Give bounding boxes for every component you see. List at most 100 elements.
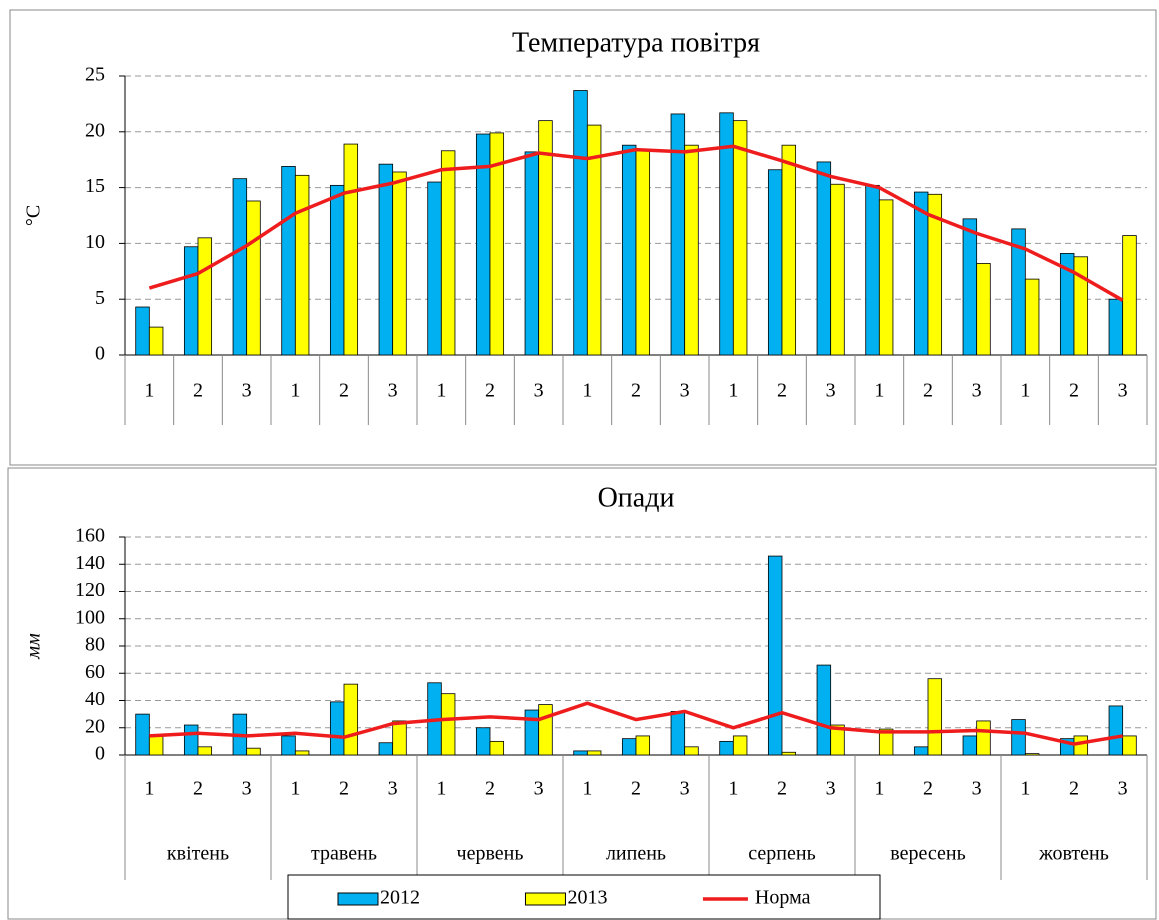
x-tick-label: 1 xyxy=(436,380,446,402)
x-tick-label: 1 xyxy=(144,778,154,800)
y-tick-label: 160 xyxy=(75,525,105,547)
bar xyxy=(378,742,394,756)
bar xyxy=(586,124,602,356)
bar xyxy=(489,740,505,756)
bar xyxy=(962,218,978,356)
bar xyxy=(1073,256,1089,356)
x-tick-label: 2 xyxy=(923,778,933,800)
bar xyxy=(635,735,651,756)
bar xyxy=(197,746,213,756)
y-tick-label: 25 xyxy=(85,64,105,86)
x-tick-label: 1 xyxy=(144,380,154,402)
group-label: вересень xyxy=(890,843,965,865)
bar xyxy=(427,181,442,356)
x-tick-label: 2 xyxy=(631,380,641,402)
y-tick-label: 20 xyxy=(85,715,105,737)
y-tick-label: 0 xyxy=(95,343,105,365)
bar xyxy=(524,709,540,756)
bar xyxy=(878,728,894,756)
bar xyxy=(1024,278,1040,356)
bar xyxy=(1024,753,1040,756)
bar xyxy=(392,171,407,356)
x-tick-label: 2 xyxy=(193,778,203,800)
y-tick-label: 20 xyxy=(85,119,105,141)
bar xyxy=(684,144,699,356)
bar xyxy=(489,132,505,356)
y-tick-label: 5 xyxy=(95,287,105,309)
x-tick-label: 3 xyxy=(972,380,982,402)
bar xyxy=(281,165,296,356)
x-tick-label: 1 xyxy=(874,778,884,800)
x-tick-label: 2 xyxy=(1069,778,1079,800)
bar xyxy=(148,735,164,756)
group-label: травень xyxy=(311,843,377,865)
y-tick-label: 100 xyxy=(75,606,105,628)
x-tick-label: 3 xyxy=(388,380,398,402)
bar xyxy=(976,263,991,356)
bar xyxy=(1108,705,1124,756)
x-tick-label: 3 xyxy=(826,380,836,402)
bar xyxy=(732,735,748,756)
x-tick-label: 2 xyxy=(485,380,495,402)
bar xyxy=(135,713,150,756)
y-tick-label: 0 xyxy=(95,743,105,765)
bar xyxy=(246,747,261,756)
bar xyxy=(148,326,164,356)
bar xyxy=(830,183,845,356)
x-tick-label: 1 xyxy=(1020,380,1030,402)
y-tick-label: 10 xyxy=(85,231,105,253)
bar xyxy=(962,735,978,756)
legend-label: Норма xyxy=(755,887,811,909)
bar xyxy=(621,144,637,356)
bar xyxy=(343,143,359,356)
x-tick-label: 3 xyxy=(242,380,252,402)
x-tick-label: 1 xyxy=(728,778,738,800)
chart-title: Температура повітря xyxy=(512,27,760,58)
bar xyxy=(135,306,150,356)
bar xyxy=(635,149,651,356)
line xyxy=(149,701,1123,746)
x-tick-label: 1 xyxy=(582,778,592,800)
bar xyxy=(732,120,748,356)
bar xyxy=(183,246,199,356)
x-tick-label: 3 xyxy=(534,778,544,800)
bar xyxy=(343,683,359,756)
bar xyxy=(767,555,783,756)
bar xyxy=(913,746,929,756)
x-tick-label: 1 xyxy=(728,380,738,402)
bar xyxy=(816,664,832,756)
bar xyxy=(621,738,637,756)
bar xyxy=(865,184,880,356)
bar xyxy=(913,191,929,356)
bar xyxy=(816,161,832,356)
legend-label: 2013 xyxy=(567,887,607,909)
y-tick-label: 15 xyxy=(85,175,105,197)
bar xyxy=(294,174,310,356)
bar xyxy=(878,199,894,356)
x-tick-label: 2 xyxy=(339,380,349,402)
bar xyxy=(392,720,407,756)
x-tick-label: 1 xyxy=(290,778,300,800)
bar xyxy=(573,750,588,756)
y-tick-label: 40 xyxy=(85,688,105,710)
y-tick-label: 80 xyxy=(85,634,105,656)
bar xyxy=(1122,235,1137,356)
x-tick-label: 2 xyxy=(1069,380,1079,402)
x-tick-label: 3 xyxy=(388,778,398,800)
bar xyxy=(538,120,553,356)
bar xyxy=(781,751,797,756)
x-tick-label: 1 xyxy=(436,778,446,800)
bar xyxy=(830,724,845,756)
bar xyxy=(719,740,734,756)
legend-label: 2012 xyxy=(380,887,420,909)
y-axis-label: мм xyxy=(23,633,45,660)
bar xyxy=(670,711,686,756)
bar xyxy=(767,169,783,356)
x-tick-label: 3 xyxy=(534,380,544,402)
x-tick-label: 2 xyxy=(485,778,495,800)
line xyxy=(148,144,1124,302)
bar xyxy=(1011,719,1026,756)
bar xyxy=(976,720,991,756)
bar xyxy=(440,150,456,356)
group-label: квітень xyxy=(167,843,229,865)
